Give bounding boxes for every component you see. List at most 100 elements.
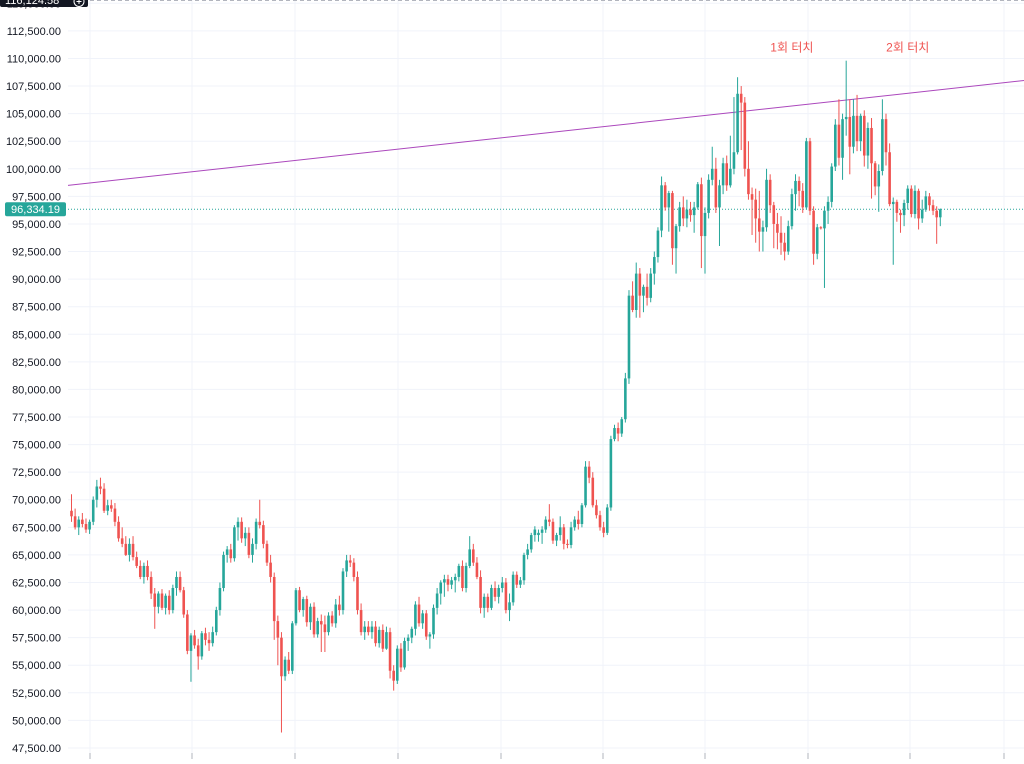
candle[interactable] (674, 223, 678, 274)
candle[interactable] (580, 503, 584, 528)
candle[interactable] (805, 137, 808, 210)
candle[interactable] (899, 209, 902, 233)
candle[interactable] (84, 518, 88, 533)
candle[interactable] (747, 141, 750, 200)
candle[interactable] (385, 626, 388, 650)
candle[interactable] (826, 196, 830, 224)
candle[interactable] (678, 201, 681, 232)
candle[interactable] (732, 97, 736, 175)
candle[interactable] (410, 626, 414, 644)
candle[interactable] (750, 187, 754, 235)
candle[interactable] (338, 595, 341, 616)
candle[interactable] (265, 540, 269, 566)
candle[interactable] (323, 615, 327, 652)
candle[interactable] (377, 626, 381, 648)
candle[interactable] (327, 612, 330, 636)
candle[interactable] (280, 632, 283, 733)
candle[interactable] (859, 113, 862, 152)
candle[interactable] (312, 602, 316, 638)
candle[interactable] (855, 94, 859, 152)
candle[interactable] (656, 227, 660, 263)
candle[interactable] (808, 137, 812, 216)
candle[interactable] (233, 525, 236, 562)
candle[interactable] (439, 580, 443, 605)
candle[interactable] (844, 60, 848, 136)
candle[interactable] (924, 190, 928, 212)
candle[interactable] (359, 603, 363, 636)
candle[interactable] (902, 199, 906, 227)
candle[interactable] (848, 99, 852, 175)
candle[interactable] (396, 645, 399, 684)
candle[interactable] (877, 164, 881, 212)
candle[interactable] (330, 611, 334, 627)
candle[interactable] (399, 643, 403, 672)
candle[interactable] (435, 588, 439, 615)
candle[interactable] (106, 499, 109, 516)
candle[interactable] (272, 572, 276, 640)
candle[interactable] (464, 562, 468, 593)
candle[interactable] (870, 118, 873, 199)
candle[interactable] (153, 588, 157, 629)
candle[interactable] (754, 188, 757, 243)
candle[interactable] (157, 591, 160, 614)
candle[interactable] (653, 251, 656, 285)
candle[interactable] (138, 560, 142, 580)
candle[interactable] (363, 621, 367, 640)
candle[interactable] (700, 177, 703, 269)
candle[interactable] (515, 571, 519, 589)
candle[interactable] (160, 589, 164, 611)
candle[interactable] (164, 593, 167, 615)
candle[interactable] (671, 190, 674, 265)
candle[interactable] (765, 168, 768, 232)
candle[interactable] (931, 199, 935, 216)
candle[interactable] (663, 182, 667, 211)
candle[interactable] (721, 157, 725, 195)
candle[interactable] (309, 603, 312, 630)
candle[interactable] (475, 557, 479, 580)
candle[interactable] (135, 551, 138, 569)
candle[interactable] (540, 526, 544, 544)
candle[interactable] (316, 617, 319, 638)
candle[interactable] (457, 563, 461, 582)
candle[interactable] (660, 176, 663, 238)
candle[interactable] (529, 532, 533, 553)
candle[interactable] (566, 539, 569, 549)
candle[interactable] (193, 629, 196, 649)
candle[interactable] (761, 220, 765, 252)
candle[interactable] (334, 599, 338, 628)
candle[interactable] (167, 590, 171, 615)
candle[interactable] (211, 626, 214, 647)
candle[interactable] (823, 206, 826, 288)
candle[interactable] (196, 638, 200, 670)
candle[interactable] (374, 621, 377, 647)
candle[interactable] (837, 99, 841, 166)
candle[interactable] (276, 615, 280, 666)
candle[interactable] (772, 201, 776, 249)
candle[interactable] (258, 499, 262, 529)
candle[interactable] (146, 560, 149, 581)
candle[interactable] (522, 552, 526, 585)
candle[interactable] (812, 206, 815, 265)
candle[interactable] (519, 576, 522, 589)
candle[interactable] (613, 424, 616, 442)
candle[interactable] (131, 536, 135, 561)
candle[interactable] (218, 582, 222, 616)
candle[interactable] (714, 157, 718, 213)
candle[interactable] (120, 527, 124, 548)
candle[interactable] (638, 268, 642, 318)
candle[interactable] (236, 517, 240, 541)
candle[interactable] (142, 562, 146, 584)
candle[interactable] (472, 543, 475, 566)
candle[interactable] (243, 527, 247, 547)
candle[interactable] (649, 268, 652, 303)
candle[interactable] (352, 558, 356, 582)
candle[interactable] (551, 518, 555, 544)
candle[interactable] (602, 521, 605, 538)
candle[interactable] (88, 519, 91, 534)
candle[interactable] (707, 174, 710, 219)
candle[interactable] (620, 417, 624, 437)
candle[interactable] (240, 517, 243, 543)
candle[interactable] (624, 372, 627, 423)
candle[interactable] (215, 606, 218, 636)
